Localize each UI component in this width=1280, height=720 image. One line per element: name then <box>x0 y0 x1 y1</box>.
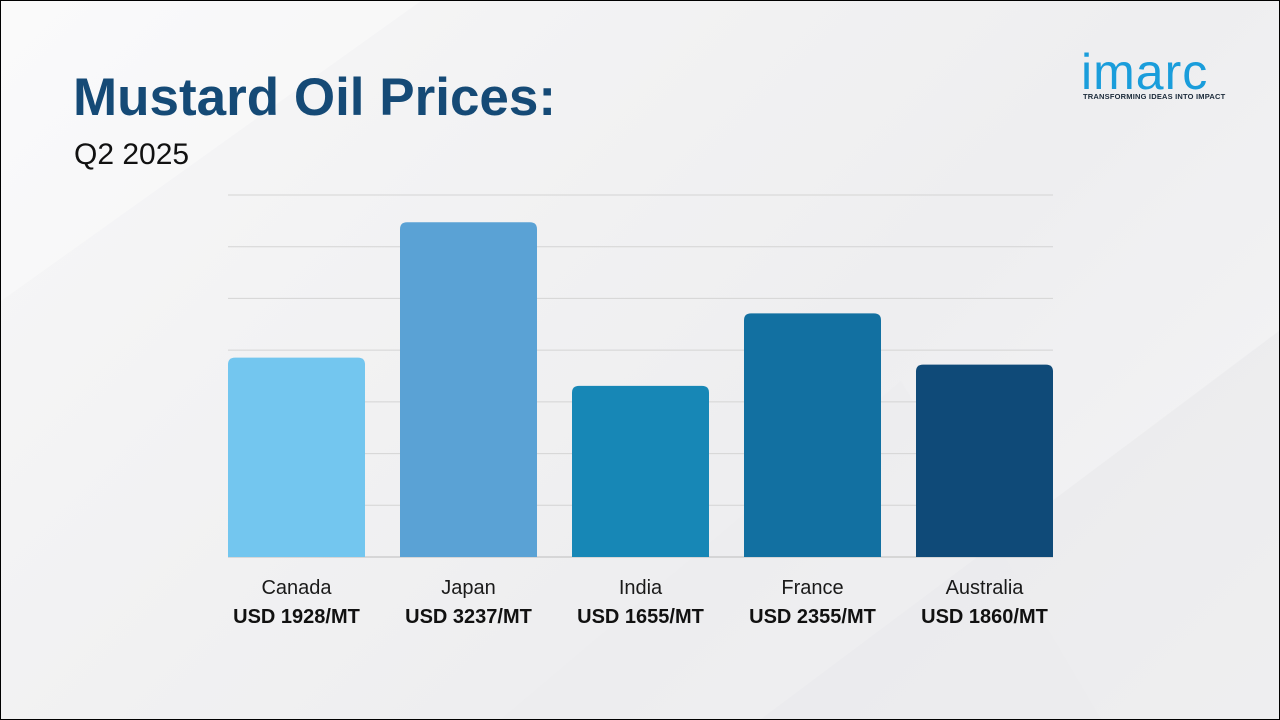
imarc-logo: imarc TRANSFORMING IDEAS INTO IMPACT <box>1081 33 1251 105</box>
category-label: France <box>781 577 843 599</box>
bar-canada <box>228 357 365 557</box>
value-label: USD 3237/MT <box>405 606 532 628</box>
value-label: USD 1928/MT <box>233 606 360 628</box>
page-subtitle: Q2 2025 <box>74 138 190 171</box>
category-label: India <box>619 577 663 599</box>
category-label: Canada <box>261 577 332 599</box>
logo-wordmark: imarc <box>1081 44 1209 100</box>
bar-japan <box>400 222 537 557</box>
category-label: Australia <box>946 577 1025 599</box>
bar-france <box>744 313 881 557</box>
page-title: Mustard Oil Prices: <box>73 68 557 127</box>
value-label: USD 1860/MT <box>921 606 1048 628</box>
labels: Canada USD 1928/MT Japan USD 3237/MT India US… <box>233 577 1048 628</box>
value-label: USD 1655/MT <box>577 606 704 628</box>
category-label: Japan <box>441 577 496 599</box>
logo-tagline: TRANSFORMING IDEAS INTO IMPACT <box>1083 92 1226 101</box>
bars <box>228 222 1053 557</box>
value-label: USD 2355/MT <box>749 606 876 628</box>
bar-australia <box>916 364 1053 557</box>
bar-india <box>572 385 709 557</box>
